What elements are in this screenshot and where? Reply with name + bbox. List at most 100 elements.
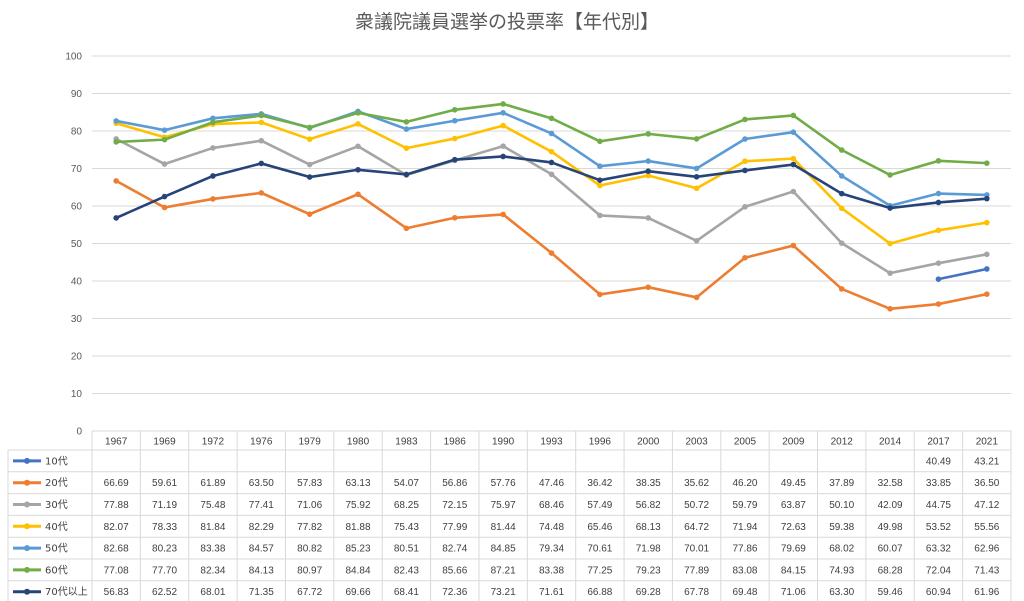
x-category-label: 2012	[831, 437, 854, 448]
data-point	[451, 135, 458, 142]
data-point	[548, 159, 555, 166]
data-point	[161, 204, 168, 211]
legend-key-marker	[24, 588, 30, 595]
data-point	[161, 136, 168, 143]
y-tick-label: 60	[71, 202, 83, 213]
data-point	[597, 138, 603, 145]
data-point	[838, 205, 845, 212]
data-point	[210, 119, 216, 126]
data-point	[645, 158, 652, 164]
data-point	[790, 188, 797, 195]
table-cell-value: 71.98	[636, 544, 661, 555]
x-category-label: 2021	[976, 437, 999, 448]
data-point	[306, 136, 313, 142]
data-point	[306, 174, 313, 180]
table-cell-value: 82.34	[200, 565, 225, 576]
y-tick-label: 30	[71, 314, 83, 325]
data-point	[548, 250, 555, 256]
data-point	[693, 165, 700, 172]
data-point	[693, 238, 700, 244]
table-cell-value: 77.99	[442, 522, 467, 533]
data-point	[306, 124, 313, 131]
table-cell-value: 79.34	[539, 544, 564, 555]
table-cell-value: 71.43	[974, 565, 999, 576]
data-point	[742, 203, 748, 210]
table-cell-value: 69.48	[732, 587, 757, 598]
data-point	[935, 276, 942, 282]
table-cell-value: 56.86	[442, 478, 467, 489]
table-cell-value: 63.87	[781, 500, 806, 511]
data-point	[403, 126, 410, 132]
x-category-label: 2009	[782, 437, 805, 448]
table-cell-value: 71.06	[781, 587, 806, 598]
y-tick-label: 20	[71, 352, 83, 363]
data-point	[887, 240, 893, 247]
data-point	[355, 166, 361, 173]
table-cell-value: 67.72	[297, 587, 322, 598]
table-cell-value: 47.12	[974, 500, 999, 511]
x-category-label: 1969	[153, 437, 176, 448]
data-point	[161, 161, 168, 167]
legend-label: 70代以上	[45, 586, 88, 598]
table-cell-value: 74.93	[829, 565, 854, 576]
y-tick-label: 90	[71, 89, 83, 100]
table-cell-value: 75.43	[394, 522, 419, 533]
legend-key-marker	[24, 566, 30, 573]
data-point	[597, 182, 603, 189]
legend-key-marker	[24, 479, 30, 486]
x-category-label: 1990	[492, 437, 515, 448]
table-cell-value: 82.74	[442, 544, 467, 555]
table-cell-value: 62.96	[974, 544, 999, 555]
table-cell-value: 36.50	[974, 478, 999, 489]
data-point	[790, 242, 797, 249]
data-point	[500, 101, 506, 107]
table-cell-value: 68.41	[394, 587, 419, 598]
legend-key-marker	[24, 523, 30, 530]
data-point	[548, 148, 555, 155]
table-cell-value: 63.13	[346, 478, 371, 489]
table-cell-value: 71.19	[152, 500, 177, 511]
table-cell-value: 80.51	[394, 544, 419, 555]
table-cell-value: 54.07	[394, 478, 419, 489]
table-cell-value: 79.23	[636, 565, 661, 576]
legend-key-marker	[24, 501, 30, 508]
data-point	[742, 116, 748, 123]
series-group	[113, 178, 990, 312]
data-point	[258, 137, 265, 144]
series-group	[113, 101, 990, 178]
y-tick-label: 80	[71, 127, 83, 138]
data-point	[548, 130, 555, 137]
data-point	[838, 286, 845, 292]
table-cell-value: 50.72	[684, 500, 709, 511]
data-point	[355, 191, 361, 198]
table-cell-value: 56.83	[104, 587, 129, 598]
table-cell-value: 38.35	[636, 478, 661, 489]
data-point	[597, 177, 603, 183]
data-point	[113, 118, 119, 124]
data-point	[645, 284, 652, 290]
table-cell-value: 80.23	[152, 544, 177, 555]
table-cell-value: 81.88	[346, 522, 371, 533]
data-point	[693, 174, 700, 180]
data-point	[790, 161, 797, 168]
data-point	[742, 254, 748, 261]
data-point	[935, 190, 942, 197]
series-line	[115, 155, 987, 220]
y-tick-label: 0	[76, 427, 82, 438]
data-point	[403, 119, 410, 125]
data-point	[210, 173, 216, 179]
table-cell-value: 68.02	[829, 544, 854, 555]
series-group	[935, 266, 990, 282]
table-cell-value: 68.46	[539, 500, 564, 511]
table-cell-value: 70.01	[684, 544, 709, 555]
table-cell-value: 83.38	[200, 544, 225, 555]
data-point	[306, 161, 313, 168]
data-point	[790, 129, 797, 135]
legend-key-marker	[24, 545, 30, 552]
table-cell-value: 82.07	[104, 522, 129, 533]
data-point	[161, 127, 168, 133]
data-point	[742, 167, 748, 174]
data-point	[403, 171, 410, 178]
x-category-label: 1996	[589, 437, 612, 448]
y-tick-label: 40	[71, 277, 83, 288]
